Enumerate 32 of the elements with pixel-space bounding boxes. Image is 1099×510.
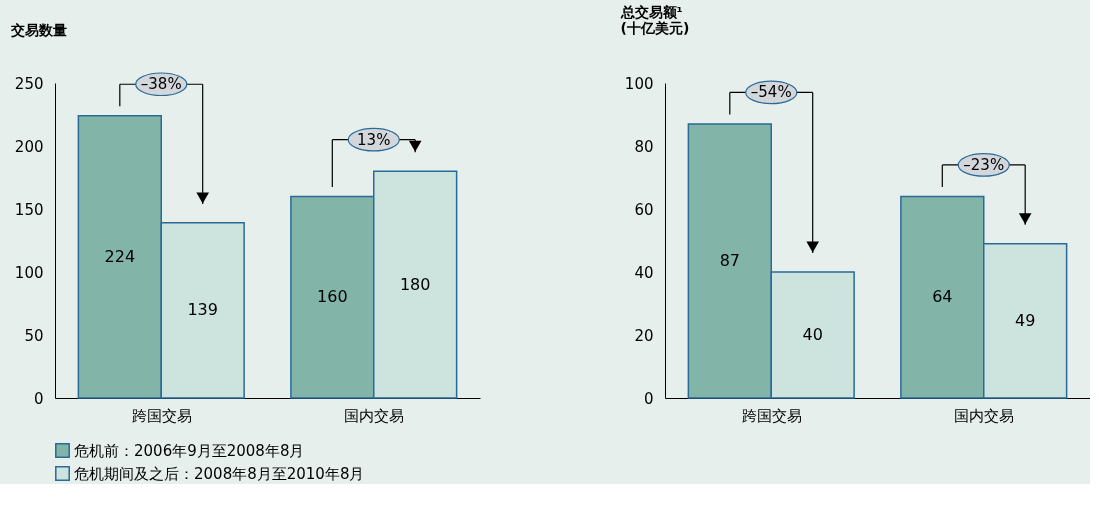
x-tick-label: 跨国交易 [741, 406, 802, 425]
data-label: 160 [317, 287, 348, 307]
y-tick-label: 50 [24, 326, 44, 345]
data-label: 64 [932, 287, 953, 307]
y-tick-label: 0 [33, 389, 44, 408]
y-tick-label: 0 [643, 389, 654, 408]
legend-label: 危机期间及之后：2008年8月至2010年8月 [74, 464, 365, 483]
data-label: 49 [1015, 310, 1036, 330]
y-axis-title: 交易数量 [9, 21, 67, 38]
legend-label: 危机前：2006年9月至2008年8月 [74, 441, 305, 460]
x-tick-label: 国内交易 [954, 406, 1015, 425]
annotation: 13% [357, 130, 391, 149]
y-tick-label: 100 [624, 74, 654, 93]
y-tick-label: 40 [634, 263, 654, 282]
annotation: –54% [750, 83, 792, 102]
y-tick-label: 60 [634, 200, 654, 219]
data-label: 139 [187, 300, 218, 320]
y-tick-label: 100 [14, 263, 44, 282]
y-tick-label: 80 [634, 137, 654, 156]
x-tick-label: 跨国交易 [131, 406, 192, 425]
data-label: 40 [802, 325, 823, 344]
y-tick-label: 20 [634, 326, 654, 345]
y-tick-label: 250 [14, 74, 44, 93]
y-tick-label: 150 [14, 200, 44, 219]
x-tick-label: 国内交易 [344, 406, 405, 425]
y-tick-label: 200 [14, 137, 44, 156]
data-label: 180 [399, 274, 431, 294]
data-label: 224 [104, 246, 136, 266]
annotation: –23% [963, 155, 1005, 174]
data-label: 87 [719, 250, 740, 270]
annotation: –38% [140, 75, 182, 94]
y-axis-title: 总交易额¹ (十亿美元) [619, 3, 690, 36]
